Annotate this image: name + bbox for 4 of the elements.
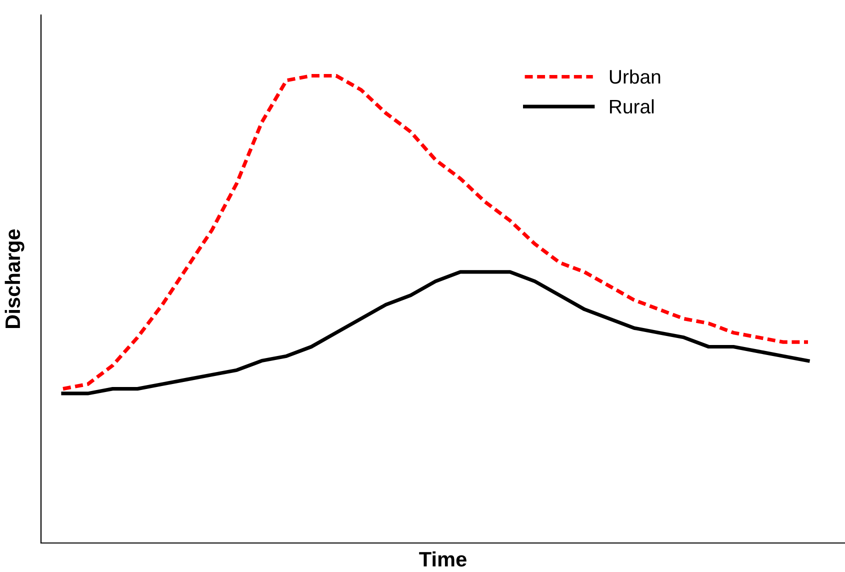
x-axis-title: Time [419,551,466,567]
legend-label: Urban [610,69,660,84]
legend-label: Rural [610,99,654,114]
y-axis-title: Discharge [4,229,24,328]
